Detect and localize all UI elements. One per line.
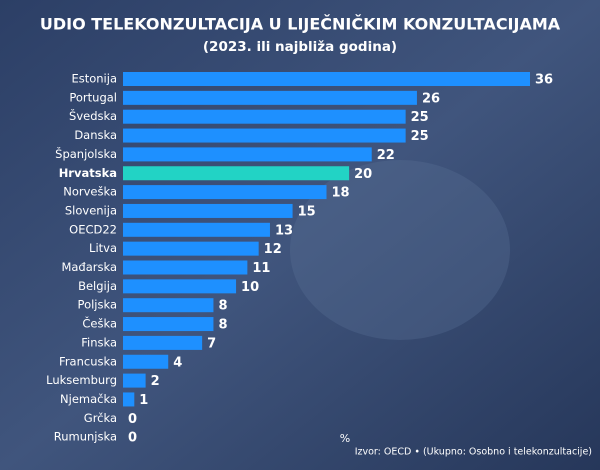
value-label: 25 <box>411 129 429 144</box>
category-label: Češka <box>82 316 117 331</box>
chart-title: UDIO TELEKONZULTACIJA U LIJEČNIČKIM KONZ… <box>40 15 561 34</box>
value-label: 8 <box>218 318 227 333</box>
value-label: 0 <box>128 431 137 446</box>
bar <box>123 222 270 237</box>
bar <box>123 166 350 181</box>
value-label: 36 <box>535 73 553 88</box>
value-label: 15 <box>298 204 316 219</box>
bar <box>123 241 259 256</box>
category-label: Finska <box>81 335 117 349</box>
bar <box>123 298 214 313</box>
bar <box>123 185 327 200</box>
value-label: 12 <box>264 242 282 257</box>
category-label: Švedska <box>69 108 117 123</box>
bar <box>123 335 203 350</box>
category-label: Belgija <box>78 279 117 293</box>
category-label: Litva <box>89 241 117 255</box>
category-label: Norveška <box>63 185 117 199</box>
category-label: Hrvatska <box>59 166 117 180</box>
value-label: 2 <box>151 374 160 389</box>
bar <box>123 373 146 388</box>
value-label: 1 <box>139 393 148 408</box>
value-label: 10 <box>241 280 259 295</box>
bar <box>123 317 214 332</box>
value-label: 0 <box>128 412 137 427</box>
category-label: Portugal <box>69 90 117 104</box>
category-label: Danska <box>74 128 117 142</box>
bar <box>123 279 237 294</box>
chart-subtitle: (2023. ili najbliža godina) <box>203 39 397 55</box>
value-label: 26 <box>422 91 440 106</box>
category-label: Njemačka <box>60 392 117 406</box>
bar <box>123 147 372 162</box>
bar <box>123 203 293 218</box>
value-label: 8 <box>218 299 227 314</box>
category-label: Mađarska <box>61 260 117 274</box>
value-label: 20 <box>354 167 372 182</box>
category-label: Poljska <box>78 298 117 312</box>
value-label: 13 <box>275 223 293 238</box>
value-label: 22 <box>377 148 395 163</box>
value-label: 7 <box>207 336 216 351</box>
value-label: 4 <box>173 355 182 370</box>
bar <box>123 72 530 86</box>
category-label: OECD22 <box>69 222 117 236</box>
source: Izvor: OECD • (Ukupno: Osobno i telekonz… <box>355 447 592 458</box>
value-label: 18 <box>332 186 350 201</box>
category-label: Francuska <box>59 354 117 368</box>
category-label: Španjolska <box>55 146 117 161</box>
value-label: 11 <box>252 261 270 276</box>
category-label: Grčka <box>84 411 117 425</box>
category-label: Estonija <box>71 72 117 86</box>
category-label: Rumunjska <box>54 430 117 444</box>
bar <box>123 128 406 143</box>
category-label: Slovenija <box>65 203 117 217</box>
value-label: 25 <box>411 110 429 125</box>
bar <box>123 260 248 275</box>
bar <box>123 109 406 124</box>
background-photo <box>290 160 510 340</box>
bar <box>123 354 169 369</box>
category-label: Luksemburg <box>46 373 117 387</box>
unit-label: % <box>340 432 350 445</box>
bar <box>123 392 135 407</box>
bar <box>123 90 417 105</box>
